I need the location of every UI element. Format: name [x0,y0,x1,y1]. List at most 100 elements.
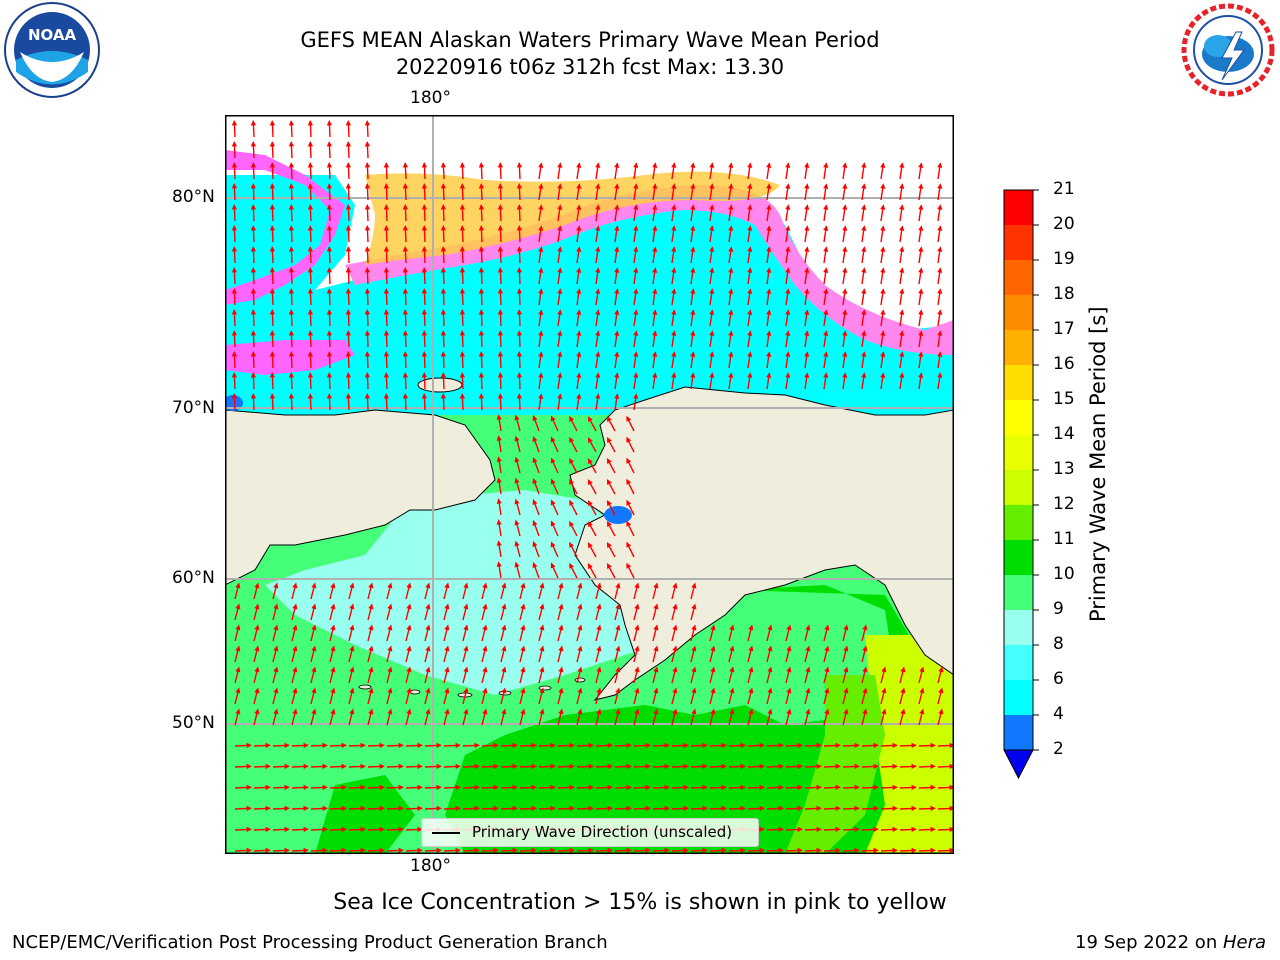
wave-arrow-head [532,415,538,421]
wave-arrow-head [634,687,640,694]
wave-arrow-head [330,687,336,694]
wave-arrow-shaft [747,649,752,663]
wave-arrow-shaft [385,186,388,201]
wave-arrow-shaft [747,712,752,726]
wave-arrow-shaft [614,207,618,222]
wave-arrow-head [235,687,241,694]
wave-arrow-head [606,458,612,464]
wave-arrow-shaft [234,828,249,831]
legend-label: Primary Wave Direction (unscaled) [472,823,733,841]
wave-arrow-shaft [499,354,502,369]
wave-arrow-shaft [404,186,407,201]
wave-arrow-shaft [690,165,694,180]
wave-arrow-head [709,351,715,357]
wave-arrow-head [653,708,659,715]
wave-arrow-head [576,330,582,336]
wave-arrow-head [710,645,716,652]
wave-arrow-shaft [518,354,521,369]
wave-arrow-shaft [899,165,903,180]
wave-arrow-shaft [614,270,618,285]
colorbar [1003,189,1039,780]
wave-arrow-head [652,372,658,378]
wave-arrow-shaft [538,270,542,285]
wave-arrow-head [937,330,943,336]
wave-arrow-head [576,246,582,252]
wave-arrow-head [918,267,924,273]
wave-arrow-shaft [899,249,903,264]
wave-arrow-shaft [367,628,372,642]
wave-arrow-shaft [747,849,762,852]
wave-arrow-shaft [348,691,353,705]
wave-arrow-head [436,742,442,748]
wave-arrow-shaft [424,691,429,705]
wave-arrow-head [345,351,351,357]
wave-arrow-head [516,288,522,294]
wave-arrow-head [474,847,480,853]
wave-arrow-head [881,708,887,715]
wave-arrow-shaft [533,523,540,537]
wave-arrow-shaft [614,165,618,180]
wave-arrow-head [496,477,502,483]
wave-arrow-shaft [633,333,637,348]
wave-arrow-shaft [461,354,464,369]
wave-arrow-head [425,687,431,694]
wave-arrow-head [250,246,256,252]
wave-arrow-shaft [557,670,562,684]
wave-arrow-shaft [253,670,258,684]
wave-arrow-head [842,351,848,357]
wave-arrow-head [501,603,507,610]
wave-arrow-shaft [652,249,656,264]
wave-arrow-head [880,162,886,168]
wave-arrow-shaft [614,849,629,852]
wave-arrow-shaft [424,712,429,726]
wave-arrow-head [455,763,461,769]
wave-arrow-shaft [533,439,540,453]
wave-arrow-shaft [290,270,293,285]
wave-arrow-head [690,183,696,189]
wave-arrow-head [387,687,393,694]
wave-arrow-head [918,330,924,336]
wave-arrow-head [292,666,298,673]
wave-arrow-head [497,330,503,336]
wave-arrow-head [664,763,670,769]
wave-arrow-shaft [557,744,572,747]
wave-arrow-shaft [328,207,331,222]
wave-arrow-shaft [291,744,306,747]
wave-arrow-head [345,183,351,189]
wave-arrow-head [379,847,385,853]
wave-arrow-shaft [842,375,846,390]
wave-arrow-head [231,246,237,252]
wave-arrow-head [512,784,518,790]
wave-arrow-head [930,763,936,769]
wave-arrow-head [322,805,328,811]
wave-arrow-shaft [347,165,350,180]
wave-arrow-head [576,288,582,294]
wave-arrow-shaft [271,165,274,180]
wave-arrow-shaft [518,165,521,180]
wave-arrow-head [478,162,484,168]
wave-arrow-head [496,540,502,546]
wave-arrow-head [671,183,677,189]
wave-arrow-head [823,351,829,357]
wave-arrow-shaft [690,628,695,642]
wave-arrow-head [360,826,366,832]
wave-arrow-head [516,372,522,378]
wave-arrow-head [797,763,803,769]
wave-arrow-head [520,687,526,694]
wave-arrow-shaft [570,566,578,579]
wave-arrow-head [322,763,328,769]
wave-arrow-shaft [366,186,369,201]
wave-arrow-shaft [309,375,312,390]
wave-arrow-head [478,393,484,399]
wave-arrow-shaft [348,765,363,768]
wave-arrow-shaft [633,249,637,264]
wave-arrow-head [444,666,450,673]
wave-arrow-shaft [271,333,274,348]
wave-arrow-head [330,666,336,673]
wave-arrow-shaft [671,786,686,789]
wave-arrow-head [691,624,697,631]
wave-arrow-shaft [709,765,724,768]
colorbar-swatch [1004,715,1033,750]
wave-arrow-head [463,666,469,673]
wave-arrow-shaft [690,375,694,390]
